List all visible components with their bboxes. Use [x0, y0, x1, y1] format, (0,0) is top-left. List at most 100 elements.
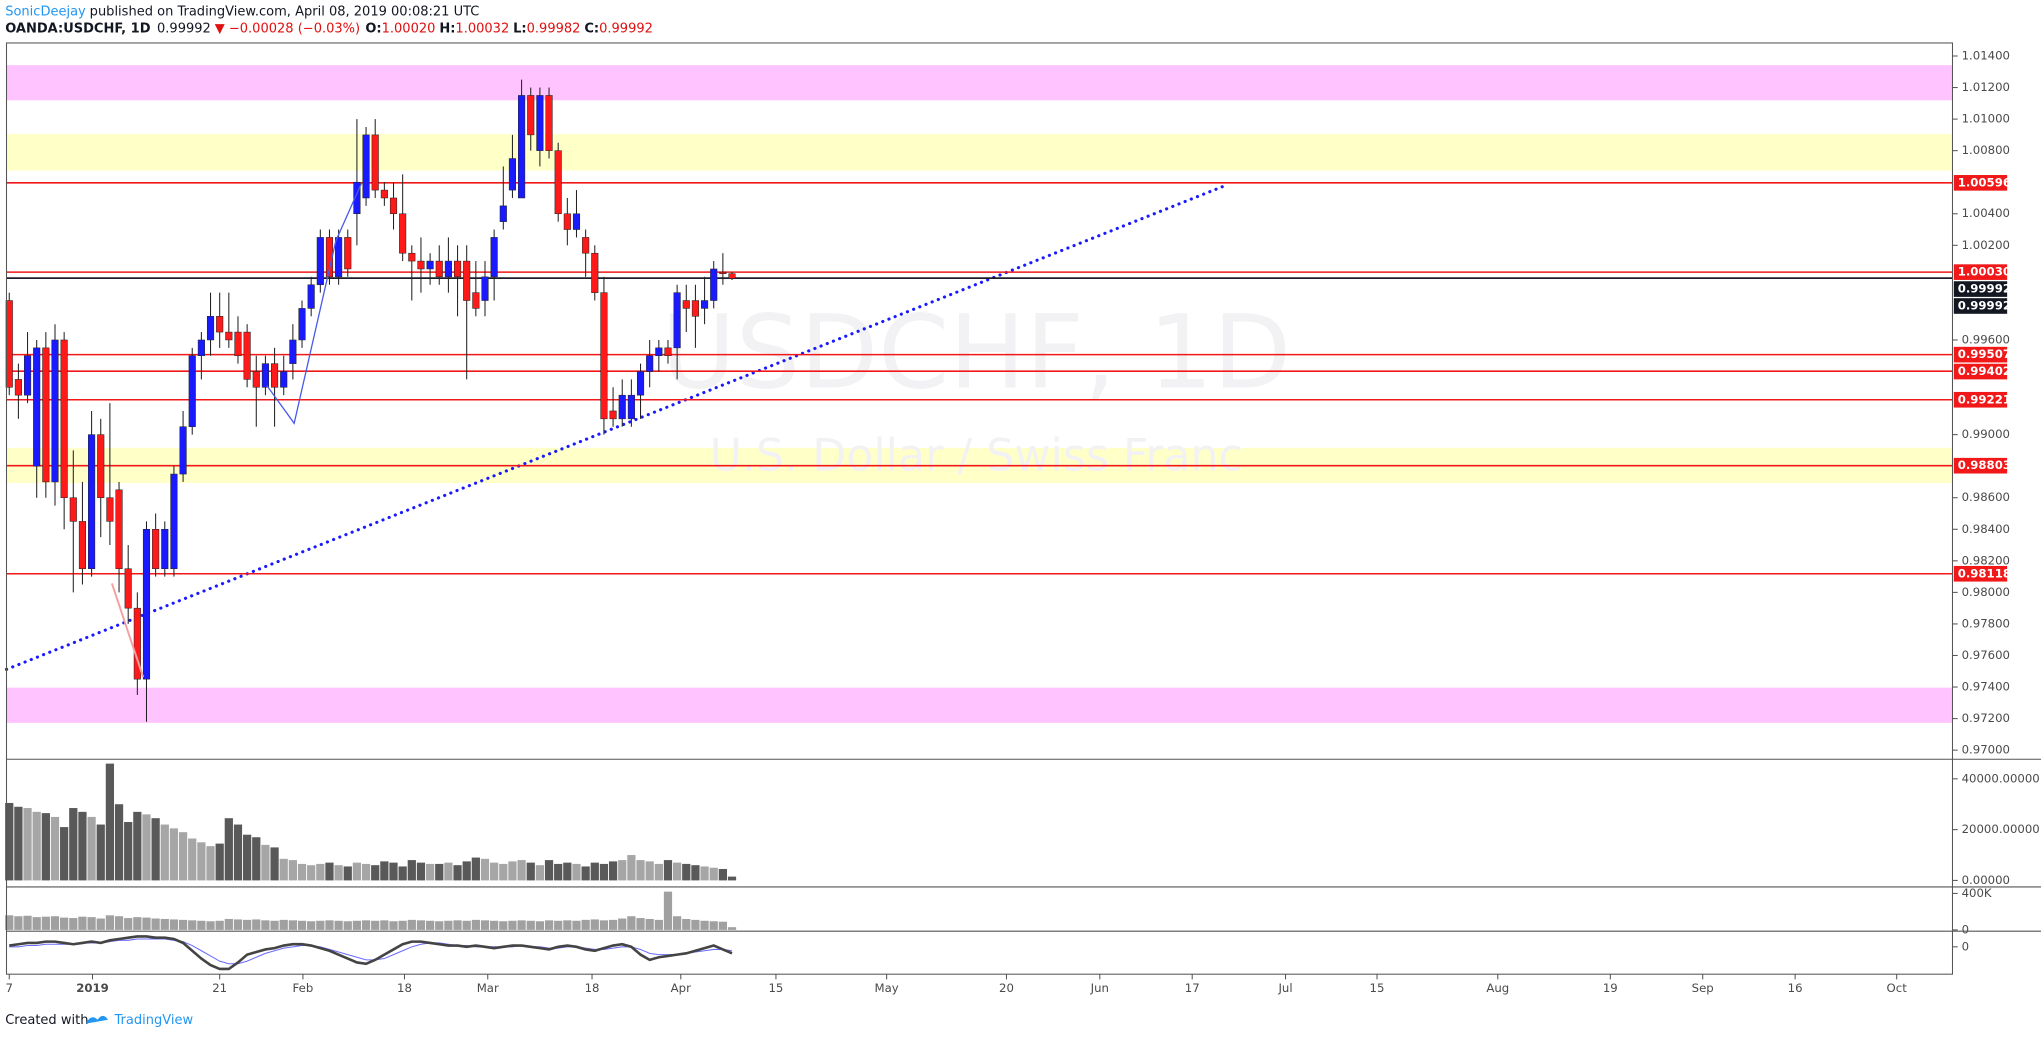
volume-bar [343, 866, 352, 881]
candle-body [444, 260, 452, 278]
candle-body [389, 197, 398, 215]
brand[interactable]: TradingView [113, 1012, 193, 1027]
candle-body [69, 497, 77, 522]
volume-bar [572, 863, 581, 881]
volume-bar [444, 862, 453, 881]
candle-body [5, 300, 13, 388]
volume-bar [105, 763, 115, 881]
indicator-bar [114, 916, 124, 930]
candle-body [225, 331, 233, 341]
candle-body [33, 347, 41, 467]
indicator-bar [718, 921, 727, 930]
volume-bar [544, 860, 554, 881]
candle-body [252, 371, 260, 388]
volume-bar [471, 857, 480, 881]
indicator-bar [453, 920, 462, 930]
candle-body [490, 237, 498, 278]
published: published on TradingView.com, April 08, … [90, 4, 480, 19]
candle-body [271, 363, 279, 388]
volume-bar [151, 818, 160, 881]
indicator-bar [471, 919, 480, 930]
indicator-bar [69, 918, 78, 930]
volume-bar [114, 804, 124, 881]
volume-bar [691, 865, 700, 881]
volume-bar [462, 861, 471, 881]
y-tick-label: 0.97400 [1962, 680, 2010, 694]
indicator-bar [334, 920, 343, 930]
volume-bar [490, 862, 499, 881]
h-label: H: [439, 21, 455, 36]
candle-body [316, 237, 324, 286]
indicator-bar [590, 919, 599, 930]
y-tick-label: 1.01200 [1962, 80, 2010, 94]
volume-bar [618, 860, 627, 881]
zone [6, 65, 1953, 101]
author[interactable]: SonicDeejay [5, 4, 86, 19]
x-tick-label: 17 [1185, 981, 1200, 995]
indicator-bar [343, 921, 352, 930]
volume-bar [133, 811, 142, 881]
x-tick-label: 18 [397, 981, 412, 995]
candle-body [582, 237, 590, 254]
candle-body [106, 497, 114, 522]
level-label-box [1953, 281, 2008, 297]
candle-body [380, 189, 388, 199]
level-label: 1.00030 [1958, 265, 2011, 279]
volume-bar [380, 861, 389, 881]
indicator-bar [5, 915, 14, 930]
y-tick-label: 0.98400 [1962, 522, 2010, 536]
volume-bar [23, 808, 32, 881]
volume-bar [398, 866, 407, 881]
indicator-bar [526, 920, 535, 930]
candle-body [627, 394, 635, 420]
indicator-bar [517, 920, 526, 930]
candle-body [188, 355, 196, 427]
x-tick-label: May [875, 981, 899, 995]
candle-body [216, 316, 224, 333]
candle-body [344, 237, 352, 270]
x-tick-label: 16 [1788, 981, 1803, 995]
indicator-bar [709, 921, 718, 930]
footer: Created with TradingView [5, 1012, 193, 1027]
indicator-bar [169, 919, 179, 930]
volume-bar [700, 866, 709, 881]
volume-bar [124, 822, 133, 881]
volume-bar [727, 876, 737, 881]
indicator-bar [178, 919, 188, 930]
zone [6, 134, 1953, 171]
y-tick-label: 40000.00000 [1962, 771, 2040, 785]
volume-bar [233, 824, 243, 881]
indicator-bar [425, 920, 435, 930]
volume-bar [535, 865, 545, 881]
volume-bar [169, 828, 179, 881]
indicator-bar [78, 916, 87, 930]
candle-body [161, 529, 169, 569]
indicator-bar [407, 919, 416, 930]
candle-body [463, 260, 471, 301]
volume-bar [206, 846, 215, 881]
volume-bar [425, 863, 435, 881]
indicator-bar [508, 920, 517, 930]
volume-bar [69, 808, 78, 881]
volume-bar [718, 868, 727, 881]
candle-body [42, 347, 50, 483]
candle-body [572, 213, 581, 230]
volume-bar [270, 847, 279, 881]
indicator-bar [233, 919, 243, 930]
candle-body [353, 181, 361, 215]
indicator-bar [270, 920, 279, 930]
change: ▼ −0.00028 (−0.03%) [215, 21, 360, 36]
x-tick-label: Oct [1887, 981, 1908, 995]
level-label-box [1953, 264, 2008, 280]
price: 0.99992 [157, 21, 211, 36]
indicator-bar [297, 920, 307, 930]
y-tick-label: 0.98200 [1962, 553, 2010, 567]
indicator-bar [608, 919, 618, 930]
candle-body [371, 134, 379, 191]
candle-body [710, 268, 718, 301]
x-tick-label: Sep [1692, 981, 1714, 995]
volume-bar [361, 863, 371, 881]
level-label: 0.99402 [1958, 364, 2011, 378]
